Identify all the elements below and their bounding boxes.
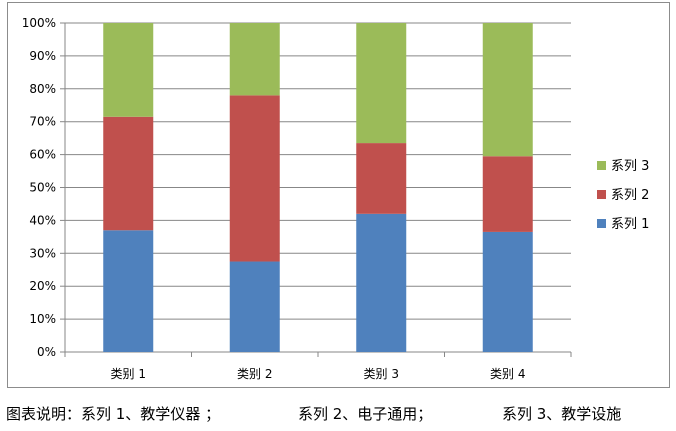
x-tick-labels: 类别 1 类别 2 类别 3 类别 4 [111, 367, 526, 381]
bar-segment-series-3 [356, 23, 407, 144]
bar-segment-series-2 [103, 116, 154, 231]
legend-label: 系列 2 [611, 188, 649, 203]
bar-segment-series-3 [103, 23, 154, 117]
bar-segment-series-3 [482, 23, 533, 157]
x-tick-label: 类别 4 [490, 367, 525, 381]
bar-segment-series-1 [356, 213, 407, 352]
bars [103, 23, 533, 352]
chart-caption: 图表说明：系列 1、教学仪器 ； 系列 2、电子通用； 系列 3、教学设施 [6, 403, 670, 425]
x-tick-label: 类别 3 [364, 367, 399, 381]
caption-part-3: 系列 3、教学设施 [502, 405, 622, 423]
legend-swatch [597, 219, 606, 228]
y-tick-label: 10% [29, 312, 56, 326]
legend-label: 系列 3 [611, 159, 649, 174]
legend-swatch [597, 161, 606, 170]
x-tick-label: 类别 2 [237, 367, 272, 381]
bar-segment-series-1 [229, 261, 280, 352]
bar-segment-series-1 [103, 230, 154, 352]
y-tick-label: 20% [29, 279, 56, 293]
y-tick-label: 70% [29, 115, 56, 129]
y-tick-labels: 0% 10% 20% 30% 40% 50% 60% 70% 80% 90% 100% [22, 16, 56, 359]
y-tick-label: 0% [37, 345, 56, 359]
y-tick-label: 90% [29, 49, 56, 63]
x-tick-label: 类别 1 [111, 367, 146, 381]
bar-segment-series-2 [229, 95, 280, 262]
caption-part-2: 系列 2、电子通用； [298, 405, 433, 423]
bar-segment-series-1 [482, 231, 533, 352]
bar-segment-series-3 [229, 23, 280, 96]
y-tick-label: 80% [29, 82, 56, 96]
bar-segment-series-2 [356, 143, 407, 214]
legend-label: 系列 1 [611, 217, 649, 232]
y-tick-label: 30% [29, 246, 56, 260]
y-tick-label: 60% [29, 148, 56, 162]
legend-swatch [597, 190, 606, 199]
y-tick-label: 100% [22, 16, 56, 30]
y-tick-label: 40% [29, 213, 56, 227]
legend: 系列 3 系列 2 系列 1 [597, 159, 649, 232]
caption-part-1: 图表说明：系列 1、教学仪器 ； [6, 405, 221, 423]
bar-segment-series-2 [482, 156, 533, 232]
y-tick-label: 50% [29, 181, 56, 195]
